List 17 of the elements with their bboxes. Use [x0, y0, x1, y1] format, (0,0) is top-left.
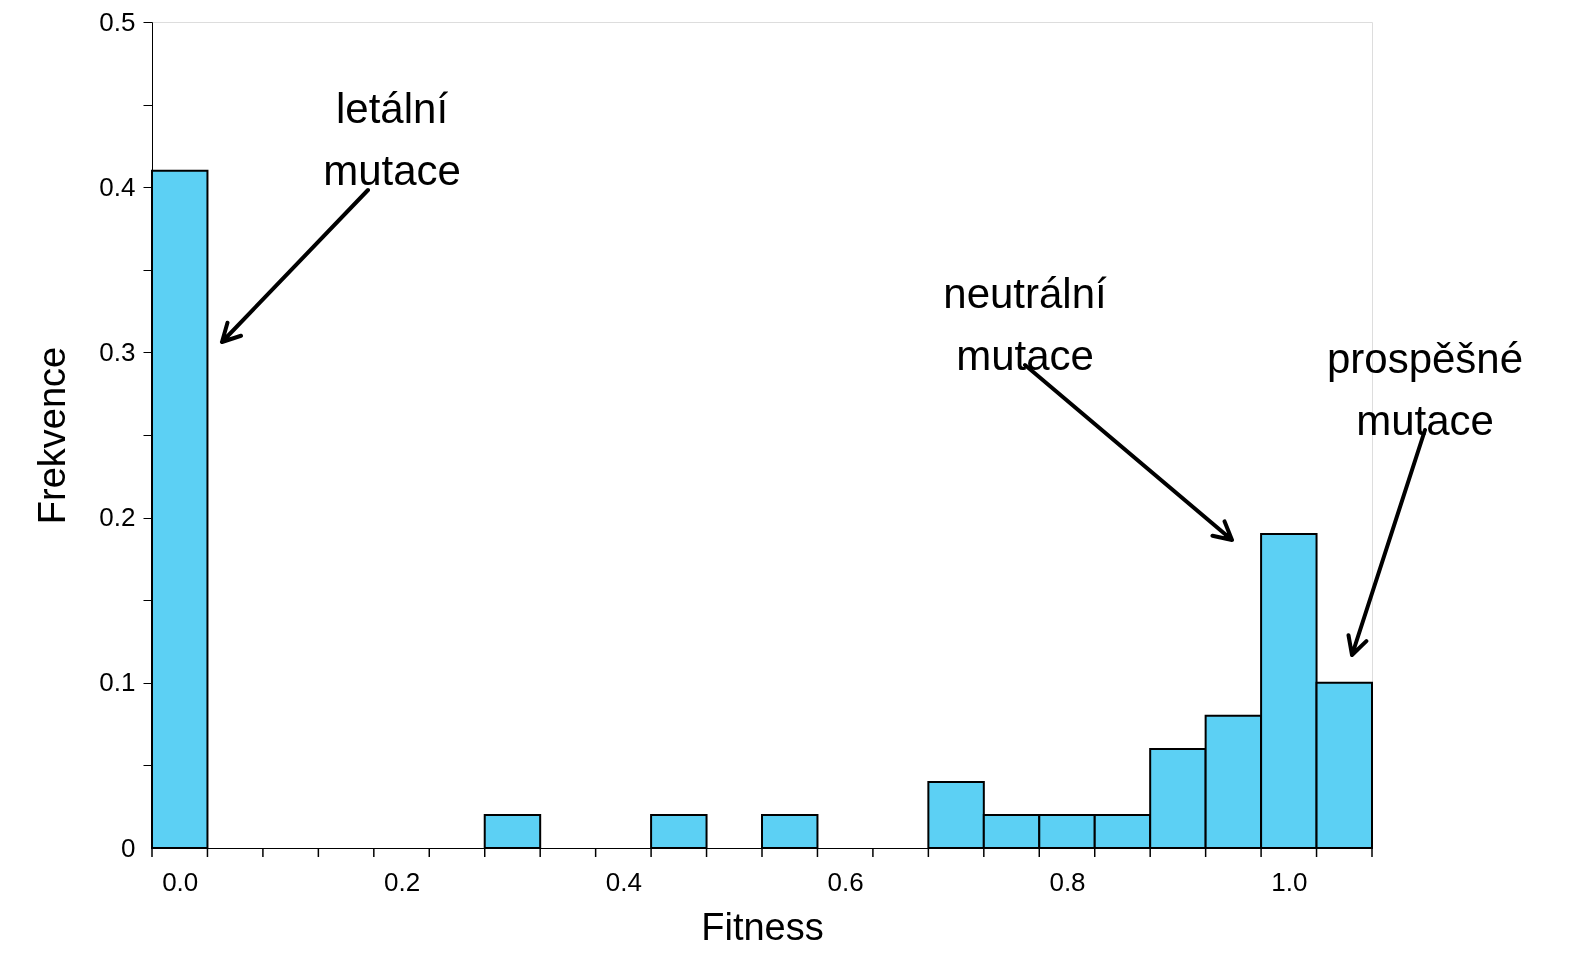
y-tick-label: 0 — [121, 832, 136, 863]
y-tick-label: 0.5 — [99, 6, 136, 37]
x-tick-label: 0.2 — [383, 866, 421, 897]
y-tick-label: 0.3 — [99, 336, 136, 367]
annotation: prospěšné mutace — [1326, 335, 1524, 444]
y-axis-title: Frekvence — [31, 346, 74, 525]
x-tick-label: 1.0 — [1271, 866, 1308, 897]
annotation: neutrální mutace — [943, 270, 1108, 379]
y-tick-label: 0.1 — [99, 667, 136, 698]
annotation: letální mutace — [323, 85, 461, 194]
x-tick-label: 0.0 — [162, 866, 199, 897]
x-tick-label: 0.6 — [827, 866, 864, 897]
x-axis-title: Fitness — [701, 905, 824, 948]
y-tick-label: 0.4 — [99, 171, 136, 202]
x-tick-label: 0.4 — [605, 866, 642, 897]
y-tick-label: 0.2 — [99, 502, 136, 533]
x-tick-label: 0.8 — [1049, 866, 1086, 897]
